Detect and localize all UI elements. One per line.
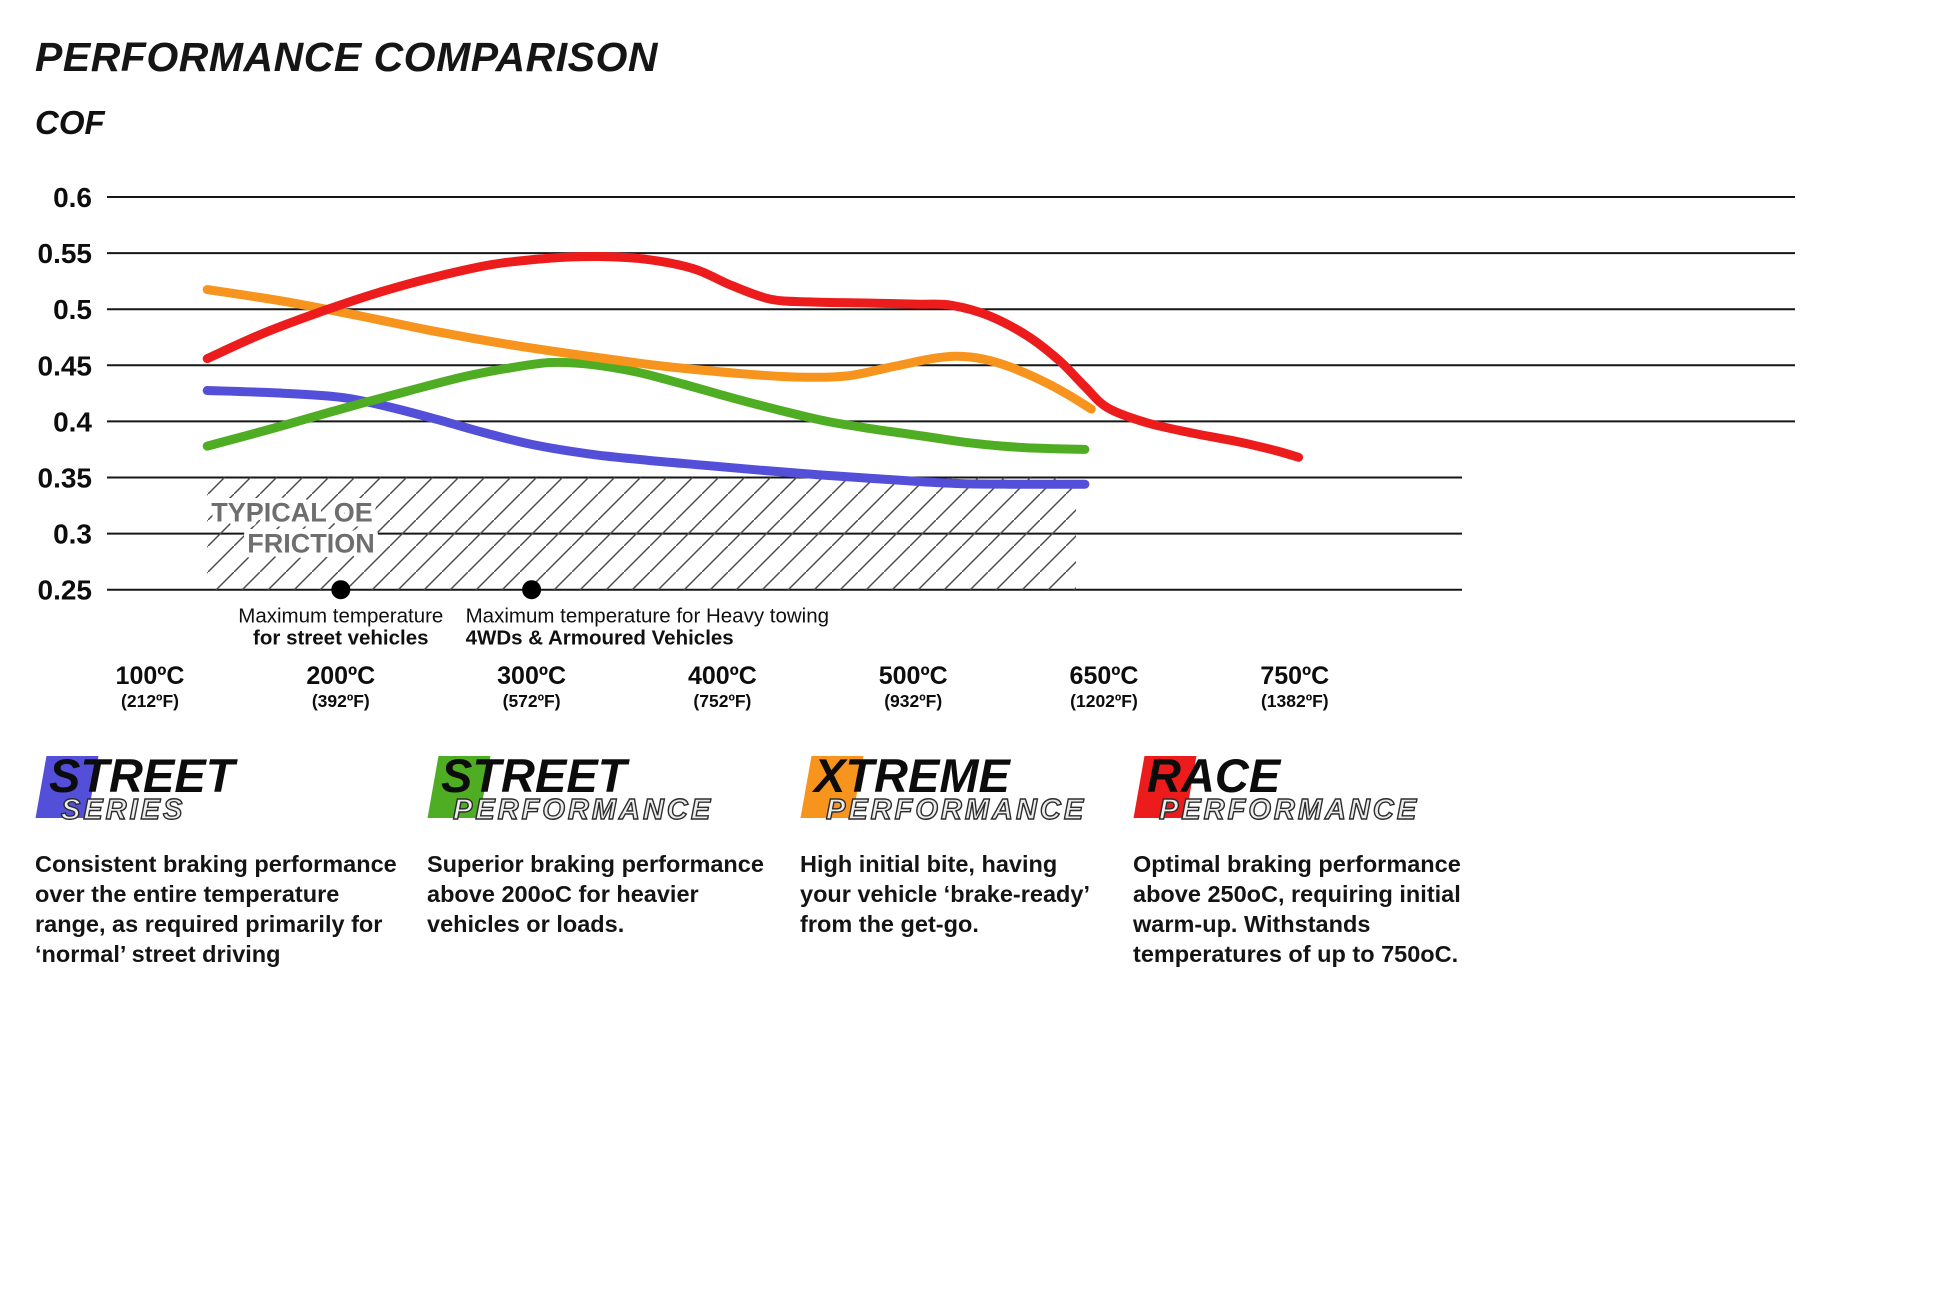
x-tick-sublabel: (932ºF) [884, 691, 942, 711]
annotation-text: Maximum temperature [238, 605, 443, 628]
x-tick-label: 100ºC [116, 662, 185, 690]
chart-canvas: 0.6 0.55 0.5 0.45 0.4 0.35 0.3 0.25 TYPICAL OEFR… [38, 182, 1795, 711]
x-tick-label: 300ºC [497, 662, 566, 690]
x-tick-sublabel: (212ºF) [121, 691, 179, 711]
x-tick-label: 400ºC [688, 662, 757, 690]
x-tick-sublabel: (392ºF) [312, 691, 370, 711]
page-title: PERFORMANCE COMPARISON [35, 34, 658, 80]
xtreme-performance-logo: XTREME PERFORMANCE [800, 752, 1100, 840]
logo-word-bottom: SERIES [60, 794, 186, 826]
legend-item-xtreme-performance: XTREME PERFORMANCE High initial bite, ha… [800, 752, 1100, 940]
street-series-logo: STREET SERIES [35, 752, 403, 840]
annotation-dot [331, 580, 351, 600]
oe-band-label-line2: FRICTION [247, 529, 374, 559]
oe-friction-band [207, 477, 1077, 590]
x-tick-sublabel: (752ºF) [693, 691, 751, 711]
y-tick-label: 0.55 [38, 238, 93, 269]
x-tick-label: 200ºC [306, 662, 375, 690]
y-tick-label: 0.3 [53, 519, 92, 550]
cof-axis-label: COF [35, 104, 105, 141]
annotation-text: 4WDs & Armoured Vehicles [466, 627, 734, 650]
x-tick-label: 500ºC [879, 662, 948, 690]
logo-word-top: RACE [1147, 749, 1281, 802]
series-line-xtreme-performance [202, 285, 1096, 414]
logo-word-top: STREET [441, 749, 627, 802]
race-performance-logo: RACE PERFORMANCE [1133, 752, 1493, 840]
logo-word-bottom: PERFORMANCE [825, 794, 1087, 826]
x-tick-sublabel: (572ºF) [503, 691, 561, 711]
annotation-text: for street vehicles [253, 627, 428, 650]
legend-item-street-series: STREET SERIES Consistent braking perform… [35, 752, 403, 969]
y-tick-label: 0.5 [53, 294, 92, 325]
x-tick-label: 650ºC [1070, 662, 1139, 690]
logo-word-top: STREET [49, 749, 235, 802]
logo-word-top: XTREME [814, 749, 1010, 802]
oe-band-label-line1: TYPICAL OE [211, 498, 373, 528]
legend-description: Consistent braking performance over the … [35, 851, 397, 967]
legend-description: Superior braking performance above 200oC… [427, 851, 764, 937]
y-tick-label: 0.45 [38, 350, 93, 381]
x-tick-label: 750ºC [1260, 662, 1329, 690]
annotation-dot [522, 580, 542, 600]
y-tick-label: 0.35 [38, 463, 93, 494]
series-line-race-performance [202, 251, 1304, 462]
legend-item-street-performance: STREET PERFORMANCE Superior braking perf… [427, 752, 779, 940]
y-tick-label: 0.4 [53, 406, 92, 437]
y-tick-label: 0.6 [53, 182, 92, 213]
street-performance-logo: STREET PERFORMANCE [427, 752, 779, 840]
legend-description: Optimal braking performance above 250oC,… [1133, 851, 1461, 967]
legend-description: High initial bite, having your vehicle ‘… [800, 851, 1089, 937]
x-tick-sublabel: (1202ºF) [1070, 691, 1138, 711]
logo-word-bottom: PERFORMANCE [452, 794, 714, 826]
series-line-street-performance [202, 357, 1090, 454]
x-tick-sublabel: (1382ºF) [1261, 691, 1329, 711]
logo-word-bottom: PERFORMANCE [1158, 794, 1420, 826]
y-tick-label: 0.25 [38, 575, 93, 606]
legend-item-race-performance: RACE PERFORMANCE Optimal braking perform… [1133, 752, 1493, 969]
annotation-text: Maximum temperature for Heavy towing [466, 605, 829, 628]
